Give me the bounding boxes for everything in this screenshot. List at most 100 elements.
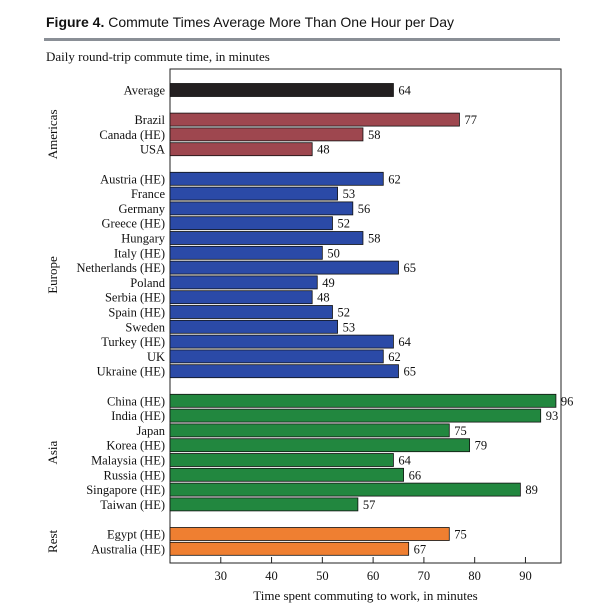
value-label-russia-he: 66 [409, 468, 422, 482]
bar-australia-he [169, 541, 410, 556]
value-label-egypt-he: 75 [454, 528, 467, 542]
category-label-ukraine-he: Ukraine (HE) [97, 365, 165, 379]
bar-hungary [169, 231, 364, 245]
group-label-europe: Europe [45, 256, 60, 294]
value-label-japan: 75 [454, 424, 467, 438]
value-label-usa: 48 [317, 143, 330, 157]
category-label-canada-he: Canada (HE) [99, 128, 165, 142]
bar-malaysia-he [169, 453, 394, 467]
group-label-rest: Rest [45, 529, 60, 553]
category-label-usa: USA [140, 143, 165, 157]
value-label-turkey-he: 64 [398, 335, 411, 349]
figure-number: Figure 4. [46, 14, 105, 30]
category-label-greece-he: Greece (HE) [102, 217, 166, 231]
value-label-france: 53 [343, 187, 356, 201]
category-label-hungary: Hungary [121, 232, 165, 246]
figure-title: Figure 4. Commute Times Average More Tha… [46, 14, 454, 30]
category-label-korea-he: Korea (HE) [106, 439, 165, 453]
category-label-brazil: Brazil [134, 113, 165, 127]
bar-canada-he [169, 127, 364, 142]
value-label-austria-he: 62 [388, 172, 401, 186]
bar-india-he [169, 408, 542, 423]
value-label-hungary: 58 [368, 232, 381, 246]
x-tick-label-70: 70 [418, 569, 431, 583]
group-label-americas: Americas [45, 109, 60, 159]
category-label-germany: Germany [118, 202, 165, 216]
bar-turkey-he [169, 334, 394, 349]
bar-russia-he [169, 467, 404, 482]
x-tick-label-90: 90 [519, 569, 532, 583]
category-label-spain-he: Spain (HE) [108, 306, 165, 320]
value-label-india-he: 93 [546, 409, 559, 423]
x-tick-label-30: 30 [215, 569, 228, 583]
value-label-ukraine-he: 65 [404, 365, 417, 379]
category-label-netherlands-he: Netherlands (HE) [76, 261, 165, 275]
value-label-serbia-he: 48 [317, 291, 330, 305]
category-label-india-he: India (HE) [111, 409, 165, 423]
category-label-sweden: Sweden [125, 320, 165, 334]
x-tick-label-50: 50 [316, 569, 329, 583]
bar-uk [169, 349, 384, 364]
value-label-sweden: 53 [343, 320, 356, 334]
group-label-asia: Asia [45, 440, 60, 464]
value-label-netherlands-he: 65 [404, 261, 417, 275]
category-label-malaysia-he: Malaysia (HE) [91, 454, 165, 468]
category-label-turkey-he: Turkey (HE) [101, 335, 165, 349]
chart-subtitle: Daily round-trip commute time, in minute… [46, 49, 270, 64]
value-label-brazil: 77 [464, 113, 477, 127]
bar-greece-he [169, 216, 333, 231]
title-rule [44, 38, 560, 41]
value-label-korea-he: 79 [475, 439, 488, 453]
value-label-spain-he: 52 [337, 306, 350, 320]
bar-usa [169, 142, 313, 157]
bar-italy-he [169, 245, 323, 260]
category-label-average: Average [124, 84, 166, 98]
value-label-australia-he: 67 [414, 542, 427, 556]
bar-egypt-he [169, 527, 450, 541]
x-tick-label-40: 40 [265, 569, 278, 583]
bar-japan [169, 423, 450, 438]
category-label-japan: Japan [137, 424, 166, 438]
value-label-uk: 62 [388, 350, 401, 364]
bar-austria-he [169, 171, 384, 186]
bar-ukraine-he [169, 364, 399, 379]
category-label-russia-he: Russia (HE) [104, 468, 165, 482]
bar-china-he [169, 393, 557, 408]
x-tick-label-80: 80 [468, 569, 481, 583]
bar-average [169, 83, 394, 97]
category-label-poland: Poland [130, 276, 165, 290]
category-label-uk: UK [147, 350, 165, 364]
value-label-poland: 49 [322, 276, 335, 290]
bar-france [169, 186, 338, 201]
bar-singapore-he [169, 482, 521, 497]
category-label-serbia-he: Serbia (HE) [105, 291, 165, 305]
bar-poland [169, 275, 318, 290]
bar-taiwan-he [169, 497, 359, 512]
value-label-average: 64 [398, 84, 411, 98]
value-label-canada-he: 58 [368, 128, 381, 142]
bar-serbia-he [169, 290, 313, 305]
value-label-germany: 56 [358, 202, 371, 216]
value-label-taiwan-he: 57 [363, 498, 376, 512]
value-label-singapore-he: 89 [525, 483, 538, 497]
category-label-france: France [131, 187, 165, 201]
value-label-malaysia-he: 64 [398, 454, 411, 468]
x-tick-label-60: 60 [367, 569, 380, 583]
bar-korea-he [169, 438, 470, 453]
bar-spain-he [169, 305, 333, 319]
category-label-china-he: China (HE) [107, 394, 165, 408]
x-axis-title: Time spent commuting to work, in minutes [253, 588, 478, 603]
value-label-greece-he: 52 [337, 217, 350, 231]
category-label-taiwan-he: Taiwan (HE) [100, 498, 165, 512]
category-label-singapore-he: Singapore (HE) [86, 483, 165, 497]
bar-germany [169, 201, 354, 216]
bar-brazil [169, 112, 460, 127]
bar-netherlands-he [169, 260, 399, 275]
category-label-egypt-he: Egypt (HE) [107, 528, 165, 542]
bar-sweden [169, 319, 338, 334]
value-label-china-he: 96 [561, 394, 574, 408]
category-label-austria-he: Austria (HE) [100, 172, 165, 186]
category-label-italy-he: Italy (HE) [114, 246, 165, 260]
figure-title-text: Commute Times Average More Than One Hour… [108, 14, 454, 30]
